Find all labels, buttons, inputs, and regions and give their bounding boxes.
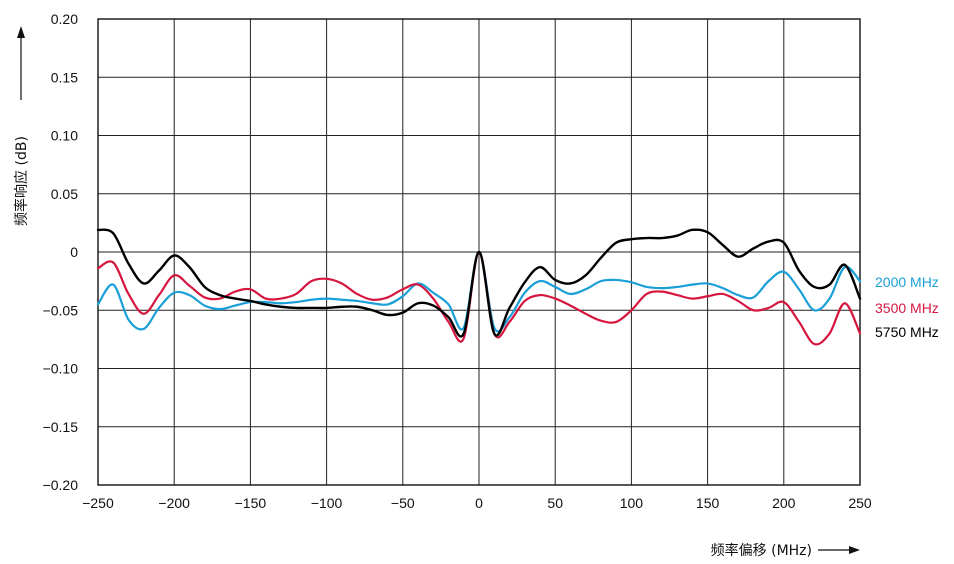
legend-entry-3500-mhz: 3500 MHz — [875, 300, 939, 316]
x-tick-labels: −250 −200 −150 −100 −50 0 50 100 150 200 250 — [82, 495, 872, 511]
series-lines — [96, 228, 862, 346]
x-tick-label: 250 — [848, 495, 872, 511]
y-tick-label: −0.10 — [43, 361, 79, 377]
y-tick-label: 0.20 — [51, 11, 78, 27]
y-tick-labels: −0.20 −0.15 −0.10 −0.05 0 0.05 0.10 0.15 0.20 — [43, 11, 79, 493]
y-tick-label: −0.05 — [43, 302, 79, 318]
plot-area-border — [97, 18, 861, 486]
legend-entry-2000-mhz: 2000 MHz — [875, 274, 939, 290]
y-tick-label: 0.10 — [51, 128, 78, 144]
x-tick-label: −200 — [158, 495, 190, 511]
y-axis-title: 频率响应 (dB) — [13, 136, 30, 226]
legend: 2000 MHz 3500 MHz 5750 MHz — [875, 274, 939, 340]
x-axis-title: 频率偏移 (MHz) — [711, 542, 812, 559]
x-tick-label: 50 — [547, 495, 563, 511]
y-tick-label: −0.15 — [43, 419, 79, 435]
x-tick-label: 200 — [772, 495, 796, 511]
y-axis-arrow — [17, 26, 25, 100]
x-tick-label: 0 — [475, 495, 483, 511]
x-tick-label: −150 — [235, 495, 267, 511]
plot-frame — [97, 18, 861, 486]
x-tick-label: −250 — [82, 495, 114, 511]
y-tick-label: 0 — [70, 244, 78, 260]
y-tick-label: 0.15 — [51, 69, 78, 85]
y-tick-label: −0.20 — [43, 477, 79, 493]
x-axis-arrow — [818, 546, 860, 554]
x-tick-label: −100 — [311, 495, 343, 511]
series-line-5750-mhz — [96, 228, 862, 338]
x-tick-label: −50 — [391, 495, 415, 511]
y-tick-label: 0.05 — [51, 186, 78, 202]
x-tick-label: 100 — [620, 495, 644, 511]
legend-entry-5750-mhz: 5750 MHz — [875, 324, 939, 340]
x-tick-label: 150 — [696, 495, 720, 511]
